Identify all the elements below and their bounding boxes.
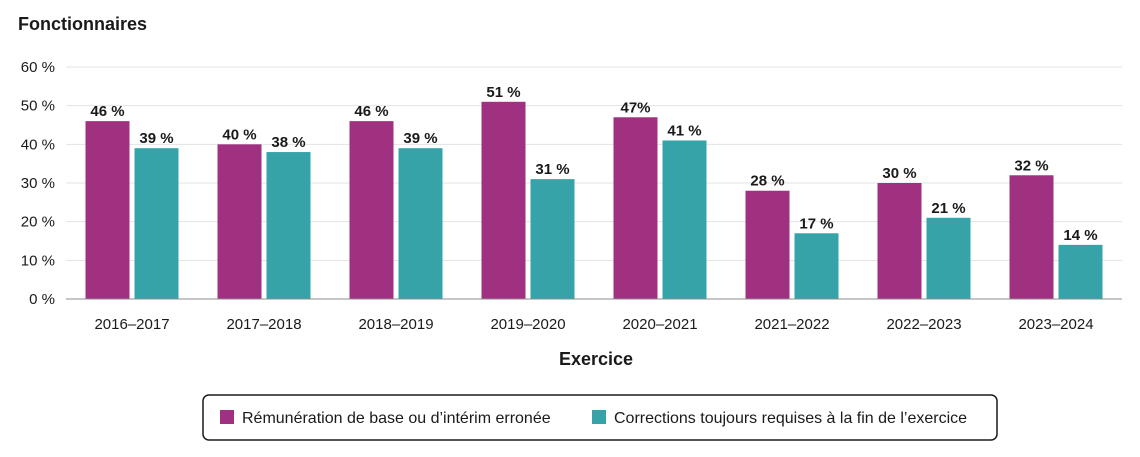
y-tick-label: 10 % (21, 252, 55, 269)
x-tick-label: 2021–2022 (754, 316, 829, 333)
bar-base-pay-7 (1009, 175, 1054, 299)
bar-base-pay-1 (217, 144, 262, 299)
y-tick-label: 50 % (21, 98, 55, 115)
data-label: 41 % (667, 122, 701, 139)
bars (85, 101, 1103, 300)
y-tick-label: 20 % (21, 214, 55, 231)
data-label: 38 % (271, 134, 305, 151)
bar-base-pay-2 (349, 121, 394, 299)
y-tick-label: 60 % (21, 59, 55, 76)
legend-label-base-pay: Rémunération de base ou d’intérim erroné… (242, 410, 551, 427)
data-label: 17 % (799, 215, 833, 232)
bar-base-pay-0 (85, 121, 130, 299)
data-label: 46 % (90, 103, 124, 120)
bar-corrections-6 (926, 217, 971, 299)
bar-corrections-5 (794, 233, 839, 299)
y-tick-label: 40 % (21, 136, 55, 153)
data-label: 51 % (486, 84, 520, 101)
bar-base-pay-5 (745, 190, 790, 299)
y-tick-label: 0 % (29, 291, 55, 308)
bar-corrections-0 (134, 148, 179, 299)
bar-corrections-4 (662, 140, 707, 299)
legend-label-corrections: Corrections toujours requises à la fin d… (614, 410, 967, 427)
x-tick-label: 2019–2020 (490, 316, 565, 333)
data-label: 32 % (1014, 157, 1048, 174)
data-label: 47% (620, 99, 650, 116)
data-label: 28 % (750, 173, 784, 190)
data-label: 30 % (882, 165, 916, 182)
legend-swatch-corrections (592, 410, 606, 424)
bar-corrections-3 (530, 179, 575, 299)
data-label: 21 % (931, 200, 965, 217)
x-axis-ticks: 2016–2017 2017–2018 2018–2019 2019–2020 2020… (94, 316, 1093, 333)
x-tick-label: 2016–2017 (94, 316, 169, 333)
x-tick-label: 2018–2019 (358, 316, 433, 333)
bar-corrections-1 (266, 152, 311, 299)
x-axis-label: Exercice (559, 349, 633, 369)
data-label: 39 % (403, 130, 437, 147)
data-labels: 46 % 39 % 40 % 38 % 46 % 39 % 51 % 31 % 47% 41 % 2… (90, 84, 1097, 244)
y-tick-label: 30 % (21, 175, 55, 192)
data-label: 39 % (139, 130, 173, 147)
x-tick-label: 2023–2024 (1018, 316, 1093, 333)
bar-base-pay-4 (613, 117, 658, 300)
bar-corrections-2 (398, 148, 443, 299)
y-axis-ticks: 0 % 10 % 20 % 30 % 40 % 50 % 60 % (21, 59, 55, 308)
x-tick-label: 2017–2018 (226, 316, 301, 333)
data-label: 46 % (354, 103, 388, 120)
chart-title: Fonctionnaires (18, 14, 147, 34)
data-label: 40 % (222, 126, 256, 143)
data-label: 31 % (535, 161, 569, 178)
x-tick-label: 2020–2021 (622, 316, 697, 333)
legend-swatch-base-pay (220, 410, 234, 424)
data-label: 14 % (1063, 227, 1097, 244)
legend: Rémunération de base ou d’intérim erroné… (202, 394, 998, 441)
bar-base-pay-6 (877, 183, 922, 299)
bar-base-pay-3 (481, 101, 526, 299)
bar-corrections-7 (1058, 244, 1103, 299)
x-tick-label: 2022–2023 (886, 316, 961, 333)
